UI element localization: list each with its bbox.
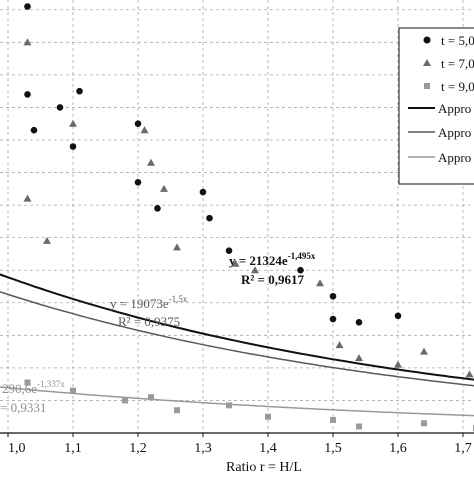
fit-r2-black: R² = 0,9617	[241, 272, 304, 287]
data-point-square	[330, 417, 336, 423]
legend-label: t = 7,0	[441, 56, 474, 71]
data-point-circle	[206, 215, 213, 222]
data-point-circle	[76, 88, 83, 95]
x-tick-label: 1,2	[129, 441, 147, 456]
fit-r2-darkgray: R² = 0,9375	[118, 314, 180, 329]
legend-label: Appro	[438, 150, 471, 165]
x-axis-label: Ratio r = H/L	[226, 460, 302, 474]
legend-label: Appro	[438, 101, 471, 116]
data-point-circle	[200, 189, 207, 196]
axes: 1,01,11,21,31,41,51,61,71,81,92,02,12,	[0, 433, 474, 456]
x-tick-label: 1,4	[259, 441, 277, 456]
legend-label: Appro	[438, 125, 471, 140]
data-point-circle	[70, 143, 77, 150]
data-point-circle	[330, 293, 337, 300]
data-point-square	[174, 407, 180, 413]
data-point-circle	[57, 104, 64, 111]
data-point-circle	[356, 319, 363, 326]
legend-marker-square	[424, 83, 430, 89]
data-point-square	[265, 414, 271, 420]
data-point-circle	[154, 205, 161, 212]
legend-marker-circle	[424, 37, 431, 44]
data-point-square	[226, 402, 232, 408]
fit-r2-lightgray: = 0,9331	[0, 400, 46, 415]
x-tick-label: 1,3	[194, 441, 212, 456]
data-point-circle	[24, 91, 31, 98]
legend-label: t = 9,0	[441, 79, 474, 94]
legend-label: t = 5,0	[441, 33, 474, 48]
x-tick-label: 1,5	[324, 441, 342, 456]
x-tick-label: 1,6	[389, 441, 407, 456]
data-point-circle	[135, 120, 142, 127]
data-point-circle	[31, 127, 38, 134]
data-point-circle	[330, 316, 337, 323]
data-point-square	[356, 423, 362, 429]
data-point-square	[421, 420, 427, 426]
x-tick-label: 1,7	[454, 441, 472, 456]
data-point-circle	[24, 3, 31, 10]
legend: t = 5,0 t = 7,0 t = 9,0 Appro Appro Appr…	[399, 28, 474, 184]
x-tick-label: 1,1	[64, 441, 82, 456]
data-point-circle	[395, 312, 402, 319]
data-point-circle	[135, 179, 142, 186]
x-tick-label: 1,0	[8, 441, 26, 456]
data-point-square	[148, 394, 154, 400]
data-point-square	[122, 397, 128, 403]
data-point-square	[70, 388, 76, 394]
